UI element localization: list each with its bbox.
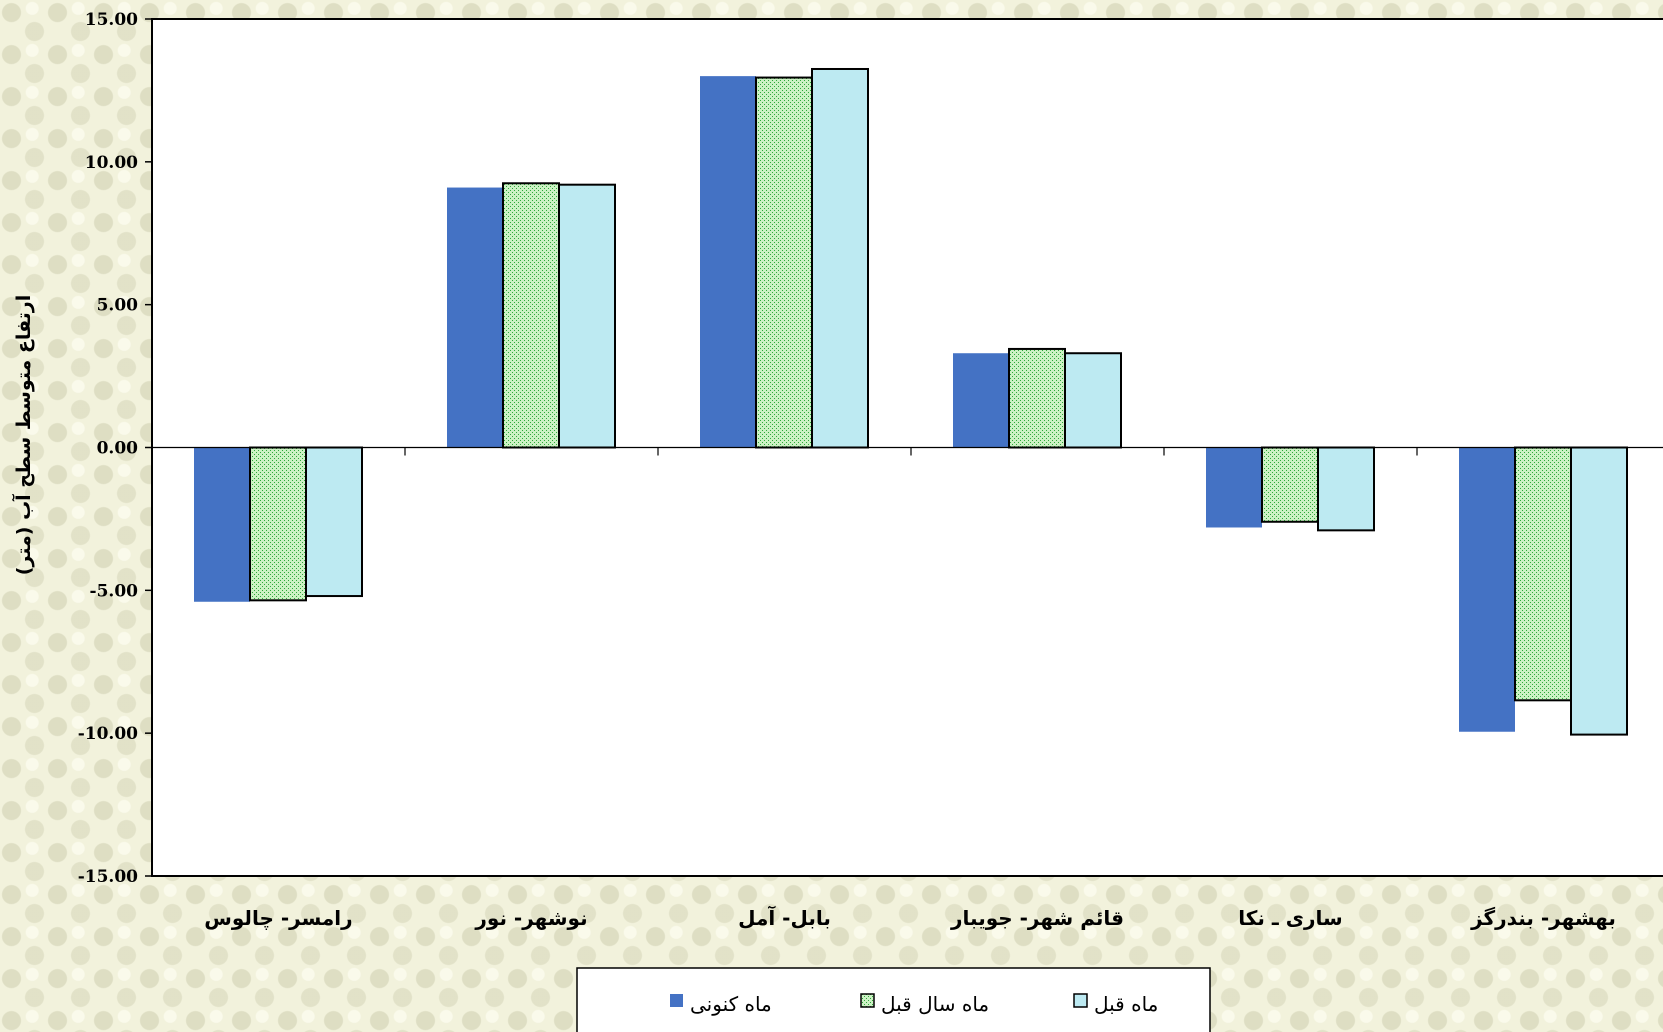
y-tick-label: 0.00 <box>97 439 139 459</box>
bar-s0-c2 <box>700 76 756 448</box>
bar-s2-c4 <box>1317 446 1375 532</box>
bar-s2-c2 <box>811 67 869 449</box>
y-tick-label: -5.00 <box>90 581 139 601</box>
bar-s1-c4 <box>1261 446 1319 523</box>
bar-s0-c5 <box>1459 447 1515 732</box>
y-tick-label: 5.00 <box>97 296 139 316</box>
x-tick-label: رامسر- چالوس <box>204 906 352 931</box>
legend-label-2: ماه قبل <box>1094 992 1158 1016</box>
bar-s1-c3 <box>1008 347 1066 449</box>
y-axis-title: ارتفاع متوسط سطح آب (متر) <box>11 295 35 576</box>
x-tick-label: ساری ـ نکا <box>1238 906 1342 930</box>
legend-items: ماه کنونی ماه سال قبل ماه قبل <box>670 992 1158 1016</box>
legend-swatch-2 <box>1073 993 1088 1008</box>
axes-layer: رامسر- چالوس نوشهر- نور بابل- آمل قائم شهر-… <box>78 10 1663 931</box>
legend-label-1: ماه سال قبل <box>881 992 989 1016</box>
x-tick-label: بابل- آمل <box>738 905 831 930</box>
legend-swatch-0 <box>670 994 683 1007</box>
bar-s0-c3 <box>953 353 1009 448</box>
bar-s0-c1 <box>447 187 503 448</box>
legend: ماه کنونی ماه سال قبل ماه قبل <box>576 967 1211 1032</box>
bar-s2-c1 <box>558 183 616 449</box>
bar-s1-c5 <box>1514 446 1572 702</box>
y-tick-label: -10.00 <box>78 724 138 744</box>
bar-s0-c0 <box>194 447 250 602</box>
x-tick-label: قائم شهر- جویبار <box>950 906 1124 930</box>
x-tick-label: بهشهر- بندرگز <box>1470 906 1616 930</box>
bar-s0-c4 <box>1206 447 1262 528</box>
y-tick-label: -15.00 <box>78 867 138 887</box>
bar-s1-c0 <box>249 446 307 602</box>
legend-label-0: ماه کنونی <box>690 992 772 1016</box>
bar-s2-c3 <box>1064 352 1122 449</box>
y-tick-label: 15.00 <box>85 10 138 30</box>
y-tick-label: 10.00 <box>85 153 138 173</box>
bar-s1-c2 <box>755 76 813 449</box>
bar-s2-c0 <box>305 446 363 598</box>
bar-s2-c5 <box>1570 446 1628 736</box>
legend-swatch-1 <box>860 993 875 1008</box>
bar-s1-c1 <box>502 182 560 449</box>
x-tick-label: نوشهر- نور <box>474 906 587 930</box>
